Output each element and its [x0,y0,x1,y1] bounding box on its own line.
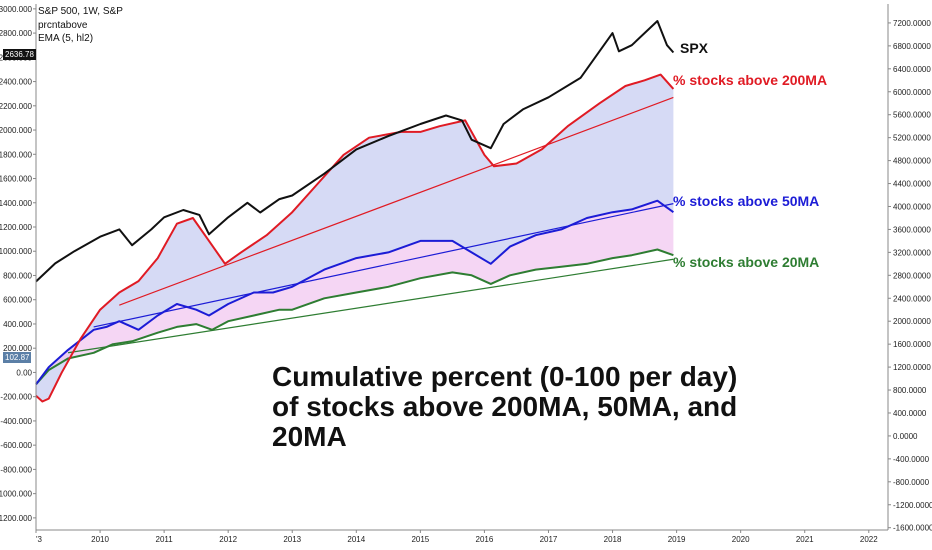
x-tick-label: 2017 [540,535,558,544]
left-tick-label: -1000.000 [0,490,33,499]
left-tick-label: 2800.000 [0,29,33,38]
trendline-layer [67,96,674,354]
series-layer [35,20,675,403]
right-tick-label: 5600.0000 [893,111,931,120]
trendline-3 [67,258,674,354]
annotation-20ma: % stocks above 20MA [673,254,820,270]
left-tick-label: -200.000 [0,393,32,402]
right-tick-label: -400.0000 [893,455,930,464]
ema-label: EMA (5, hl2) [38,33,94,44]
axes-layer: 3000.0002800.0002600.0002400.0002200.000… [0,4,932,544]
x-tick-label: 2019 [668,535,686,544]
left-tick-label: 200.000 [3,344,32,353]
trendline-2 [93,203,674,328]
left-tick-label: -1200.000 [0,514,33,523]
left-tick-label: 600.000 [3,296,32,305]
left-tick-label: 2200.000 [0,102,33,111]
left-tick-label: 800.000 [3,271,32,280]
x-tick-label: 2015 [411,535,429,544]
x-tick-label: '3 [36,535,43,544]
left-tick-label: 1200.000 [0,223,33,232]
x-tick-label: 2018 [604,535,622,544]
x-tick-label: 2014 [347,535,365,544]
note-line-2: of stocks above 200MA, 50MA, and [272,391,738,422]
left-tick-label: -600.000 [0,441,32,450]
right-tick-label: 3200.0000 [893,248,931,257]
annotation-200ma: % stocks above 200MA [673,72,828,88]
x-tick-label: 2022 [860,535,878,544]
indicator-name: prcntabove [38,20,88,31]
right-tick-label: -800.0000 [893,478,930,487]
x-tick-label: 2016 [476,535,494,544]
series-line-spx [35,20,675,283]
x-tick-label: 2020 [732,535,750,544]
right-tick-label: 4000.0000 [893,202,931,211]
fill-stocks-above-200ma-to-stocks-above-50ma [36,75,674,401]
right-tick-label: 4800.0000 [893,157,931,166]
right-tick-label: 1600.0000 [893,340,931,349]
left-tick-label: 1400.000 [0,199,33,208]
series-line-stocks-above-20ma [35,248,674,385]
right-tick-label: 4400.0000 [893,180,931,189]
right-tick-label: 2800.0000 [893,271,931,280]
chart-symbol: S&P 500, 1W, S&P [38,6,123,17]
x-tick-label: 2011 [156,535,174,544]
right-tick-label: 7200.0000 [893,19,931,28]
right-tick-label: -1600.0000 [893,524,932,533]
right-tick-label: 1200.0000 [893,363,931,372]
left-tick-label: 1600.000 [0,175,33,184]
chart-note: Cumulative percent (0-100 per day) of st… [272,362,742,452]
note-line-1: Cumulative percent (0-100 per day) [272,361,738,392]
x-tick-label: 2013 [283,535,301,544]
annotation-spx: SPX [680,40,709,56]
left-tick-label: 0.00 [16,368,32,377]
right-tick-label: -1200.0000 [893,501,932,510]
spx-price-tag: 2636.78 [3,49,36,60]
left-tick-label: 3000.000 [0,5,33,14]
left-tick-label: 2400.000 [0,78,33,87]
left-tick-label: -400.000 [0,417,32,426]
right-tick-label: 5200.0000 [893,134,931,143]
right-tick-label: 2400.0000 [893,294,931,303]
series-line-stocks-above-200ma [35,73,675,403]
indicator-price-tag: 102.87 [3,352,32,363]
x-tick-label: 2012 [219,535,237,544]
left-tick-label: 1800.000 [0,150,33,159]
series-line-stocks-above-50ma [35,199,674,385]
trendline-1 [119,96,674,306]
left-tick-label: 2000.000 [0,126,33,135]
right-tick-label: 3600.0000 [893,225,931,234]
annotation-50ma: % stocks above 50MA [673,193,820,209]
right-tick-label: 400.0000 [893,409,927,418]
fill-layer [36,75,674,401]
right-tick-label: 0.0000 [893,432,918,441]
x-tick-label: 2021 [796,535,814,544]
left-tick-label: 400.000 [3,320,32,329]
left-tick-label: 1000.000 [0,247,33,256]
right-tick-label: 6800.0000 [893,42,931,51]
left-tick-label: -800.000 [0,465,32,474]
x-tick-label: 2010 [91,535,109,544]
note-line-3: 20MA [272,421,347,452]
right-tick-label: 6000.0000 [893,88,931,97]
right-tick-label: 2000.0000 [893,317,931,326]
right-tick-label: 800.0000 [893,386,927,395]
right-tick-label: 6400.0000 [893,65,931,74]
